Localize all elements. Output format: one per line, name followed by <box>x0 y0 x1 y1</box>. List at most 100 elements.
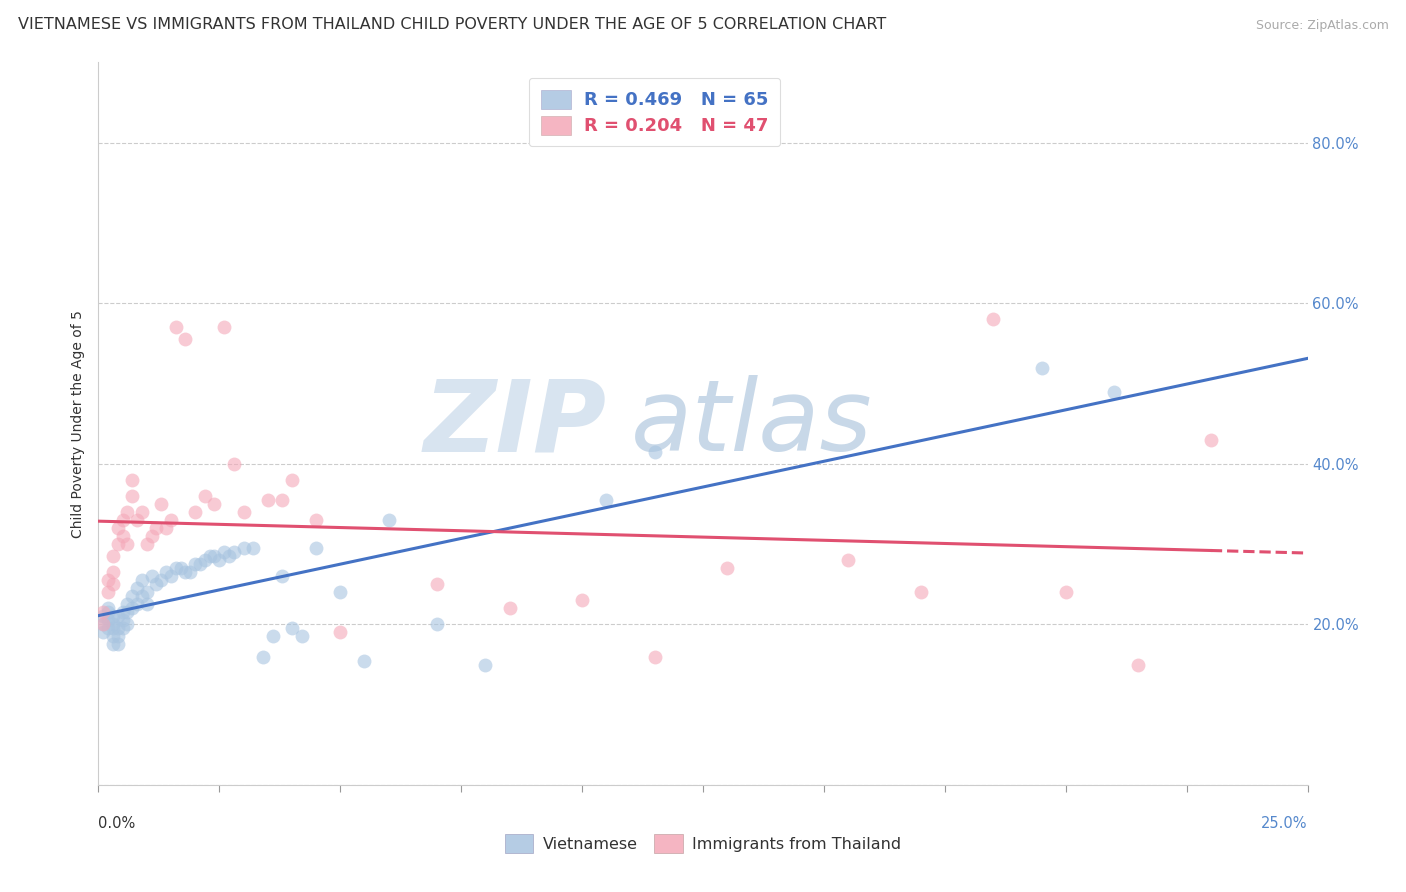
Point <box>184 557 207 571</box>
Point <box>107 521 129 535</box>
Point <box>107 621 129 635</box>
Point <box>595 492 617 507</box>
Y-axis label: Child Poverty Under the Age of 5: Child Poverty Under the Age of 5 <box>72 310 86 538</box>
Point <box>353 653 375 667</box>
Point <box>107 630 129 644</box>
Point <box>208 553 231 567</box>
Point <box>271 569 294 583</box>
Point <box>1102 384 1125 399</box>
Point <box>127 513 149 527</box>
Point <box>111 529 134 543</box>
Point <box>135 585 157 599</box>
Text: VIETNAMESE VS IMMIGRANTS FROM THAILAND CHILD POVERTY UNDER THE AGE OF 5 CORRELAT: VIETNAMESE VS IMMIGRANTS FROM THAILAND C… <box>18 18 887 32</box>
Point <box>1128 657 1150 672</box>
Point <box>204 497 226 511</box>
Point <box>212 545 235 559</box>
Point <box>127 598 149 612</box>
Point <box>117 537 139 551</box>
Point <box>117 505 139 519</box>
Point <box>281 621 304 635</box>
Point <box>194 553 217 567</box>
Point <box>91 617 114 632</box>
Point <box>716 561 738 575</box>
Point <box>107 537 129 551</box>
Point <box>644 445 666 458</box>
Point <box>329 625 352 640</box>
Point <box>117 617 139 632</box>
Point <box>131 505 153 519</box>
Point <box>281 473 304 487</box>
Point <box>571 593 593 607</box>
Point <box>981 312 1004 326</box>
Point <box>101 566 124 580</box>
Point <box>474 657 496 672</box>
Point <box>97 614 120 628</box>
Point <box>1054 585 1077 599</box>
Point <box>174 332 197 346</box>
Point <box>426 577 449 591</box>
Point <box>127 582 149 596</box>
Point <box>169 561 191 575</box>
Point <box>232 541 254 555</box>
Point <box>155 566 177 580</box>
Point <box>101 609 124 624</box>
Point <box>101 630 124 644</box>
Point <box>145 521 167 535</box>
Point <box>111 513 134 527</box>
Point <box>135 598 157 612</box>
Point <box>194 489 217 503</box>
Point <box>222 457 245 471</box>
Point <box>101 637 124 651</box>
Point <box>252 649 274 664</box>
Point <box>1031 360 1053 375</box>
Point <box>262 630 284 644</box>
Point <box>121 489 143 503</box>
Point <box>305 513 328 527</box>
Point <box>121 473 143 487</box>
Point <box>212 320 235 334</box>
Point <box>121 589 143 603</box>
Point <box>271 492 294 507</box>
Point <box>910 585 932 599</box>
Point <box>498 601 520 615</box>
Point <box>150 497 173 511</box>
Point <box>377 513 399 527</box>
Point <box>131 589 153 603</box>
Point <box>117 598 139 612</box>
Point <box>111 605 134 619</box>
Point <box>101 617 124 632</box>
Text: 0.0%: 0.0% <box>98 816 135 831</box>
Point <box>107 609 129 624</box>
Point <box>184 505 207 519</box>
Legend: R = 0.469   N = 65, R = 0.204   N = 47: R = 0.469 N = 65, R = 0.204 N = 47 <box>529 78 780 146</box>
Text: 25.0%: 25.0% <box>1261 816 1308 831</box>
Point <box>97 585 120 599</box>
Point <box>232 505 254 519</box>
Legend: Vietnamese, Immigrants from Thailand: Vietnamese, Immigrants from Thailand <box>498 828 908 859</box>
Point <box>97 621 120 635</box>
Point <box>101 577 124 591</box>
Point <box>91 625 114 640</box>
Point <box>141 569 163 583</box>
Point <box>160 569 183 583</box>
Point <box>222 545 245 559</box>
Point <box>111 621 134 635</box>
Point <box>131 573 153 587</box>
Point <box>97 573 120 587</box>
Point <box>91 605 114 619</box>
Point <box>101 621 124 635</box>
Point <box>97 601 120 615</box>
Point <box>121 601 143 615</box>
Point <box>179 566 201 580</box>
Point <box>426 617 449 632</box>
Text: atlas: atlas <box>630 376 872 472</box>
Point <box>91 609 114 624</box>
Point <box>242 541 264 555</box>
Point <box>145 577 167 591</box>
Point <box>290 630 312 644</box>
Point <box>174 566 197 580</box>
Point <box>91 617 114 632</box>
Point <box>329 585 352 599</box>
Point <box>141 529 163 543</box>
Point <box>1199 433 1222 447</box>
